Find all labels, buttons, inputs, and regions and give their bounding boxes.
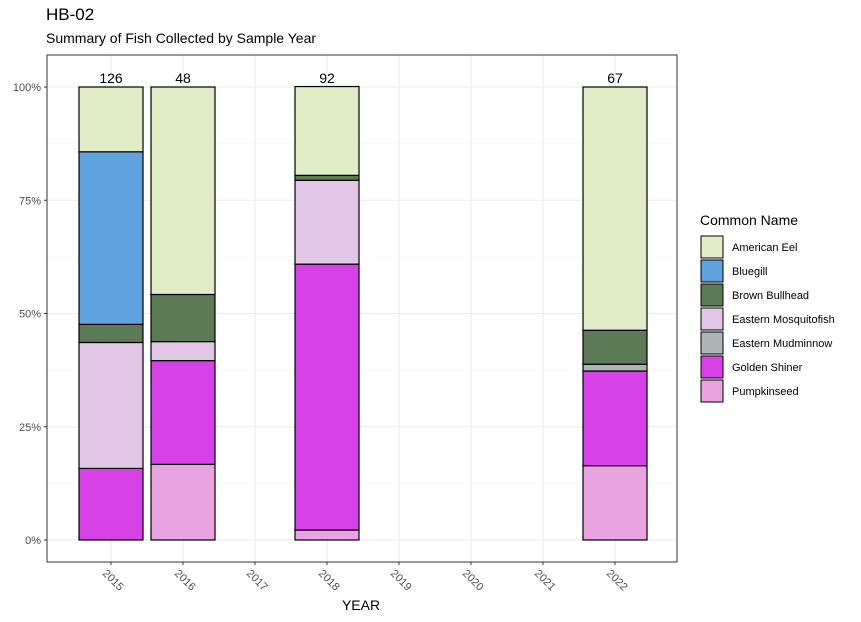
legend-key-american-eel [700,235,724,259]
bar-segment-2015-eastern-mosquitofish [78,341,144,470]
legend-key-golden-shiner [700,355,724,379]
legend-label: Eastern Mosquitofish [732,314,835,326]
bar-segment-2015-bluegill [78,151,144,325]
bar-total-label: 92 [319,70,335,86]
x-tick-label: 2017 [244,568,270,594]
legend-key-brown-bullhead [700,283,724,307]
bar-stacks [78,85,648,541]
legend: Common Name American Eel Bluegill Brown Bu… [700,212,835,403]
y-tick-label: 75% [19,195,41,207]
bar-segment-2015-golden-shiner [78,467,144,541]
y-tick-label: 0% [25,535,41,547]
bar-total-label: 48 [175,70,191,86]
y-tick-label: 100% [13,82,41,94]
legend-label: Golden Shiner [732,362,803,374]
bar-segment-2018-golden-shiner [294,263,360,531]
legend-label: Brown Bullhead [732,290,809,302]
x-tick-label: 2021 [532,568,558,594]
bar-segment-2016-american-eel [150,86,216,296]
legend-label: Bluegill [732,266,767,278]
bar-total-labels: 126 48 92 67 [99,70,623,86]
x-tick-label: 2015 [100,568,126,594]
bar-segment-2018-brown-bullhead [294,174,360,181]
x-tick-label: 2020 [460,568,486,594]
bar-segment-2022-eastern-mudminnow [582,363,648,372]
bar-segment-2018-eastern-mosquitofish [294,179,360,265]
x-tick-label: 2016 [172,568,198,594]
bar-segment-2016-golden-shiner [150,360,216,465]
legend-label: Eastern Mudminnow [732,338,832,350]
legend-key-bluegill [700,259,724,283]
legend-key-eastern-mosquitofish [700,307,724,331]
bar-segment-2018-pumpkinseed [294,529,360,541]
bar-segment-2016-pumpkinseed [150,463,216,541]
bar-segment-2022-american-eel [582,86,648,331]
legend-label: American Eel [732,242,797,254]
x-tick-label: 2019 [388,568,414,594]
legend-key-eastern-mudminnow [700,331,724,355]
x-tick-label: 2022 [604,568,630,594]
bar-total-label: 126 [99,70,123,86]
bar-segment-2016-eastern-mosquitofish [150,340,216,362]
x-axis-title: YEAR [342,597,380,613]
bar-segment-2022-golden-shiner [582,370,648,467]
plot-panel-border [46,54,678,563]
x-axis: 2015 2016 2017 2018 2019 2020 2021 2022 [100,562,630,593]
y-tick-label: 50% [19,309,41,321]
bar-segment-2022-pumpkinseed [582,465,648,541]
chart-title: HB-02 [46,5,94,24]
x-tick-label: 2018 [316,568,342,594]
legend-key-pumpkinseed [700,379,724,403]
bar-segment-2015-american-eel [78,86,144,153]
chart-subtitle: Summary of Fish Collected by Sample Year [46,30,316,46]
bar-segment-2018-american-eel [294,85,360,176]
bar-segment-2022-brown-bullhead [582,329,648,365]
bar-segment-2016-brown-bullhead [150,293,216,343]
bar-segment-2015-brown-bullhead [78,323,144,344]
bar-total-label: 67 [607,70,623,86]
legend-label: Pumpkinseed [732,386,799,398]
legend-title: Common Name [700,212,798,228]
y-axis: 0% 25% 50% 75% 100% [13,82,47,547]
y-tick-label: 25% [19,422,41,434]
